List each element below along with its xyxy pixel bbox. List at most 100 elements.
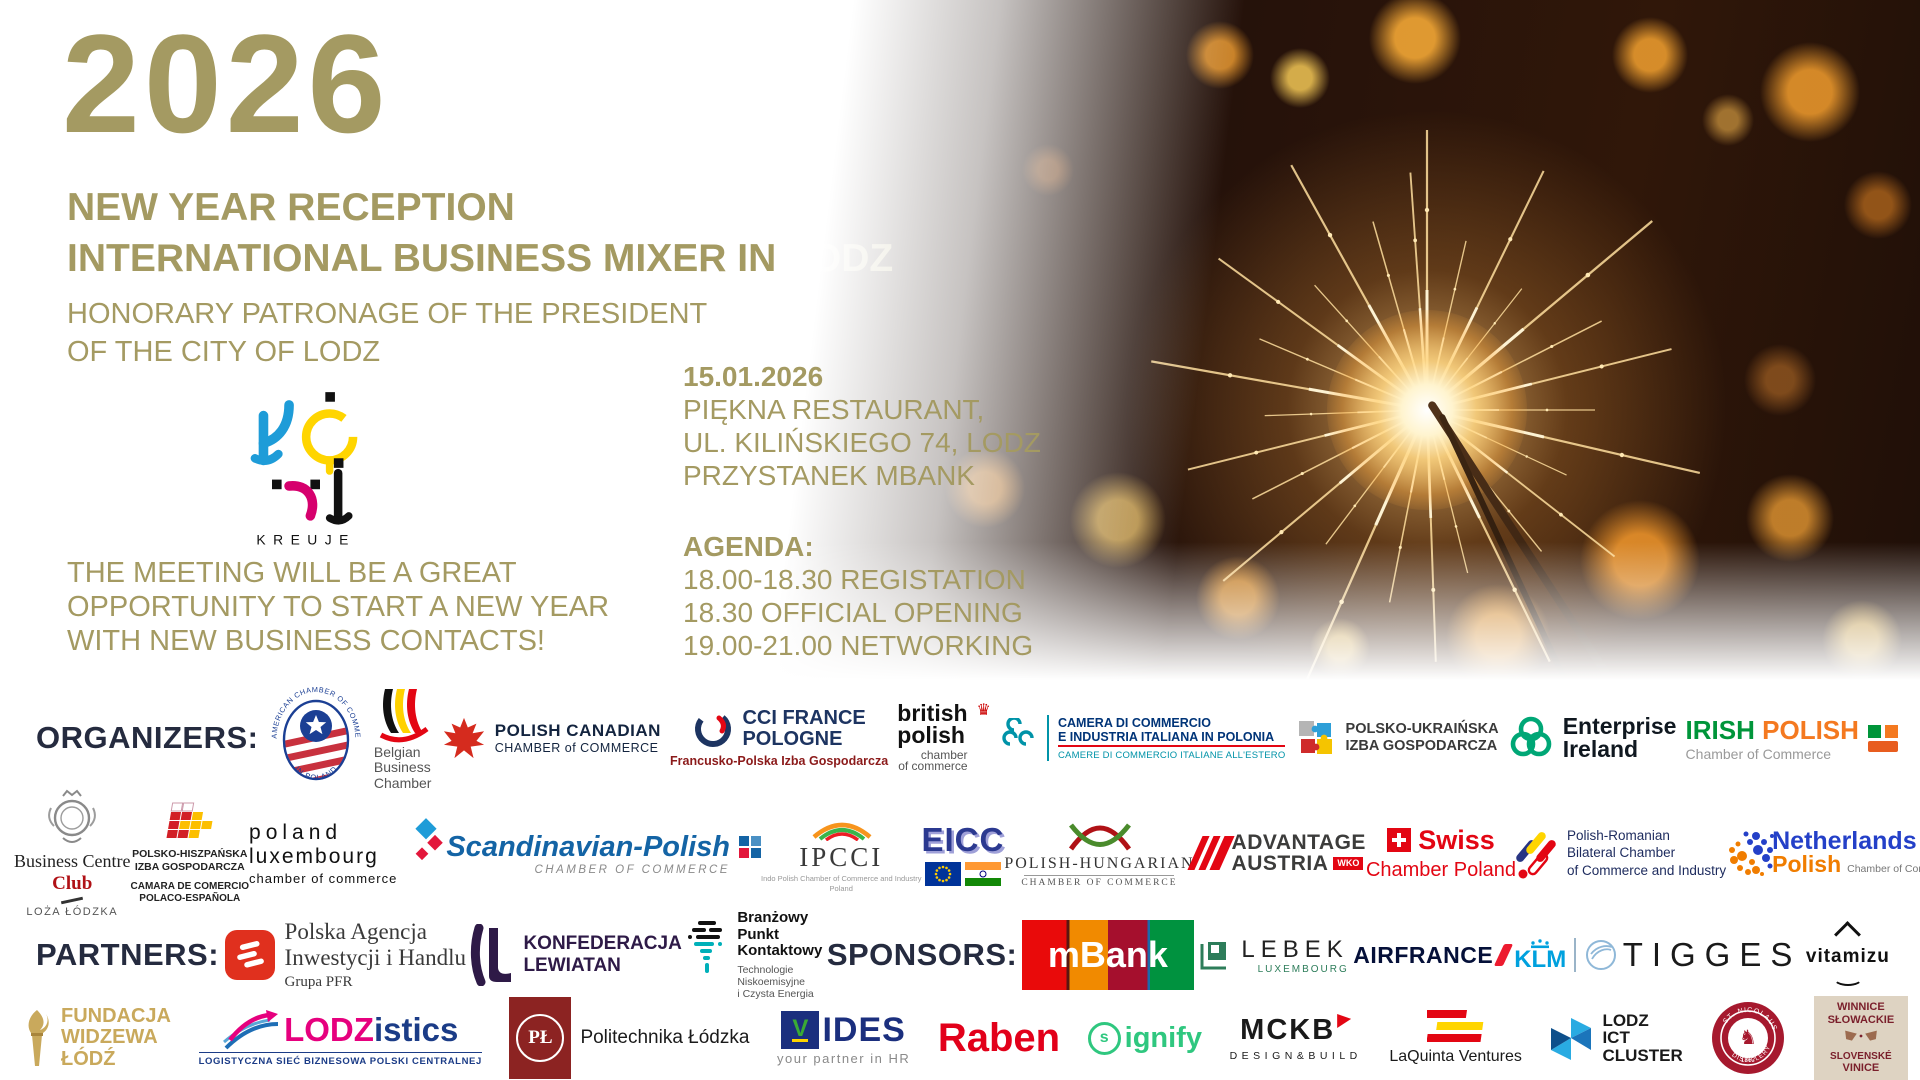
divider bbox=[61, 896, 84, 905]
meeting-line-2: OPPORTUNITY TO START A NEW YEAR bbox=[67, 591, 610, 624]
polrom-text-3: of Commerce and Industry bbox=[1567, 862, 1727, 878]
trefoil-icon bbox=[1510, 716, 1551, 757]
lebek-icon bbox=[1200, 942, 1227, 970]
bpk-tree-icon bbox=[688, 921, 723, 973]
logo-konfederacja-lewiatan: KONFEDERACJA LEWIATAN bbox=[470, 924, 682, 986]
sparkler-stick bbox=[1426, 399, 1717, 692]
logo-amcham-poland: AMERICAN CHAMBER OF COMMERCE IN POLAND bbox=[268, 682, 362, 782]
logo-airfrance-klm: AIRFRANCE KLM bbox=[1353, 938, 1618, 972]
scanpol-text-1: Scandinavian-Polish bbox=[446, 830, 730, 863]
logo-british-polish-chamber: british polish chamber of commerce ♛ bbox=[897, 702, 991, 774]
logo-eicc: EICC bbox=[921, 821, 1004, 886]
toasting-glasses-icon bbox=[1845, 1030, 1877, 1041]
bpk-sub-2: Niskoemisyjne bbox=[737, 975, 805, 988]
paih-text-1: Polska Agencja bbox=[284, 919, 427, 945]
ict-text-3: CLUSTER bbox=[1602, 1045, 1683, 1065]
eicc-text: EICC bbox=[921, 820, 1005, 858]
bpk-sub-3: i Czysta Energia bbox=[737, 987, 814, 1000]
ei-text-2: Ireland bbox=[1562, 736, 1639, 762]
venue-line-3: PRZYSTANEK MBANK bbox=[683, 460, 975, 492]
title-line-1: NEW YEAR RECEPTION bbox=[67, 186, 515, 229]
polhisz-text-3: CAMARA DE COMERCIO bbox=[130, 880, 250, 892]
polrom-text-2: Bilateral Chamber bbox=[1567, 845, 1676, 861]
agenda-heading: AGENDA: bbox=[683, 531, 814, 563]
logo-polish-romanian-chamber: Polish-Romanian Bilateral Chamber of Com… bbox=[1516, 824, 1726, 882]
venue-line-2: UL. KILIŃSKIEGO 74, LODZ bbox=[683, 427, 1041, 459]
advaus-text-2: AUSTRIA bbox=[1231, 852, 1329, 875]
lodzistics-text-b: istics bbox=[373, 1010, 459, 1048]
divider bbox=[1024, 874, 1175, 876]
diamond-icon bbox=[415, 818, 444, 861]
fundacja-text-2: WIDZEWA bbox=[61, 1026, 158, 1049]
raben-text: Raben bbox=[937, 1015, 1061, 1060]
ccifr-text-2: POLOGNE bbox=[742, 728, 843, 750]
logo-irish-polish-chamber: IRISH POLISH Chamber of Commerce bbox=[1686, 715, 1898, 762]
logo-tigges: TIGGES bbox=[1623, 936, 1802, 974]
lebek-text-2: LUXEMBOURG bbox=[1257, 963, 1349, 975]
airfrance-slash-icon bbox=[1494, 944, 1514, 966]
venue-line-1: PIĘKNA RESTAURANT, bbox=[683, 394, 985, 426]
dots-cluster-icon bbox=[1729, 831, 1775, 876]
lodzistics-subtitle: LOGISTYCZNA SIEĆ BIZNESOWA POLSKI CENTRA… bbox=[198, 1051, 482, 1067]
meeting-text: THE MEETING WILL BE A GREAT OPPORTUNITY … bbox=[67, 556, 609, 659]
chevron-up-icon bbox=[1834, 920, 1862, 948]
logo-polish-spanish-chamber: POLSKO-HISZPAŃSKA IZBA GOSPODARCZA CAMAR… bbox=[130, 801, 250, 904]
logo-belgian-business-chamber: Belgian Business Chamber bbox=[373, 685, 433, 790]
ei-text-1: Enterprise bbox=[1562, 713, 1677, 740]
ccifr-text-1: CCI FRANCE bbox=[742, 707, 866, 729]
italian-knot-icon bbox=[1002, 718, 1034, 746]
logo-lodz-ict-cluster: LODZ ICT CLUSTER bbox=[1549, 1012, 1683, 1065]
paih-text-2: Inwestycji i Handlu bbox=[284, 944, 466, 970]
pollux-text-1: poland bbox=[249, 820, 343, 844]
nlpol-text-2: Polish bbox=[1772, 850, 1842, 877]
tigges-text: TIGGES bbox=[1622, 936, 1802, 973]
politechnika-emblem-letters: PŁ bbox=[528, 1027, 553, 1048]
lodzistics-text-a: LODZ bbox=[284, 1010, 374, 1048]
event-title: NEW YEAR RECEPTION INTERNATIONAL BUSINES… bbox=[67, 182, 893, 285]
lewiatan-text-2: LEWIATAN bbox=[523, 955, 621, 976]
eu-flag-icon bbox=[924, 861, 961, 886]
romanian-bars-icon bbox=[1516, 832, 1556, 879]
skyteam-icon bbox=[1586, 940, 1617, 970]
ipcci-waves-icon bbox=[812, 822, 872, 841]
logo-branzowy-punkt-kontaktowy: Branżowy Punkt Kontaktowy Technologie Ni… bbox=[686, 910, 822, 1000]
logo-polish-canadian-chamber: POLISH CANADIAN CHAMBER of COMMERCE bbox=[442, 715, 661, 761]
spanish-mosaic-icon bbox=[166, 802, 213, 839]
swiss-flag-icon bbox=[1387, 828, 1412, 852]
laquinta-text: LaQuinta Ventures bbox=[1389, 1048, 1522, 1065]
lodzistics-swoosh-icon bbox=[223, 1009, 279, 1049]
wko-badge: WKO bbox=[1333, 857, 1364, 870]
irpol-word-polish: POLISH bbox=[1762, 714, 1859, 745]
winnice-text-3: SLOVENSKÉ bbox=[1830, 1050, 1892, 1062]
brpol-text-4: of commerce bbox=[898, 759, 968, 774]
paih-text-3: Grupa PFR bbox=[284, 974, 353, 991]
vides-v-icon: V bbox=[781, 1011, 820, 1049]
mckb-subtitle: DESIGN&BUILD bbox=[1229, 1050, 1362, 1062]
bcc-text-2: Club bbox=[52, 873, 93, 894]
advaus-text-1: ADVANTAGE bbox=[1231, 831, 1366, 854]
vides-text: IDES bbox=[822, 1010, 906, 1049]
nlpol-text-3: Chamber of Commerce bbox=[1847, 862, 1920, 875]
logo-fundacja-widzewa: FUNDACJA WIDZEWA ŁÓDŹ bbox=[22, 1005, 171, 1071]
fundacja-text-3: ŁÓDŹ bbox=[61, 1047, 116, 1070]
kreuje-label: KREUJE bbox=[256, 532, 355, 548]
ribbon-x-icon bbox=[1069, 822, 1132, 850]
maple-leaf-icon bbox=[443, 717, 484, 759]
winnice-text-2: SŁOWACKIE bbox=[1827, 1013, 1895, 1026]
partners-label: PARTNERS: bbox=[36, 937, 220, 972]
ital-text-2: E INDUSTRIA ITALIANA IN POLONIA bbox=[1057, 730, 1286, 747]
title-line-2: INTERNATIONAL BUSINESS MIXER IN LODZ bbox=[67, 237, 894, 281]
logo-lebek: LEBEK LUXEMBOURG bbox=[1198, 936, 1348, 975]
logo-winnice-slowackie: WINNICE SŁOWACKIE SLOVENSKÉ VINICE bbox=[1813, 996, 1908, 1080]
bottom-logos-row: FUNDACJA WIDZEWA ŁÓDŹ LODZ istics LOGIST… bbox=[22, 996, 1908, 1080]
ipcci-sub-2: Poland bbox=[829, 884, 853, 893]
lewiatan-text-1: KONFEDERACJA bbox=[523, 933, 682, 955]
knight-icon: ♞ bbox=[1739, 1027, 1757, 1049]
bcc-text-1: Business Centre bbox=[14, 851, 131, 871]
sparkler-photo bbox=[780, 0, 1920, 692]
logo-swiss-chamber-poland: Swiss Chamber Poland bbox=[1366, 825, 1516, 882]
klm-crown-icon bbox=[1531, 939, 1550, 949]
polrom-text-1: Polish-Romanian bbox=[1567, 827, 1670, 843]
patronage-line-2: OF THE CITY OF LODZ bbox=[67, 335, 381, 368]
